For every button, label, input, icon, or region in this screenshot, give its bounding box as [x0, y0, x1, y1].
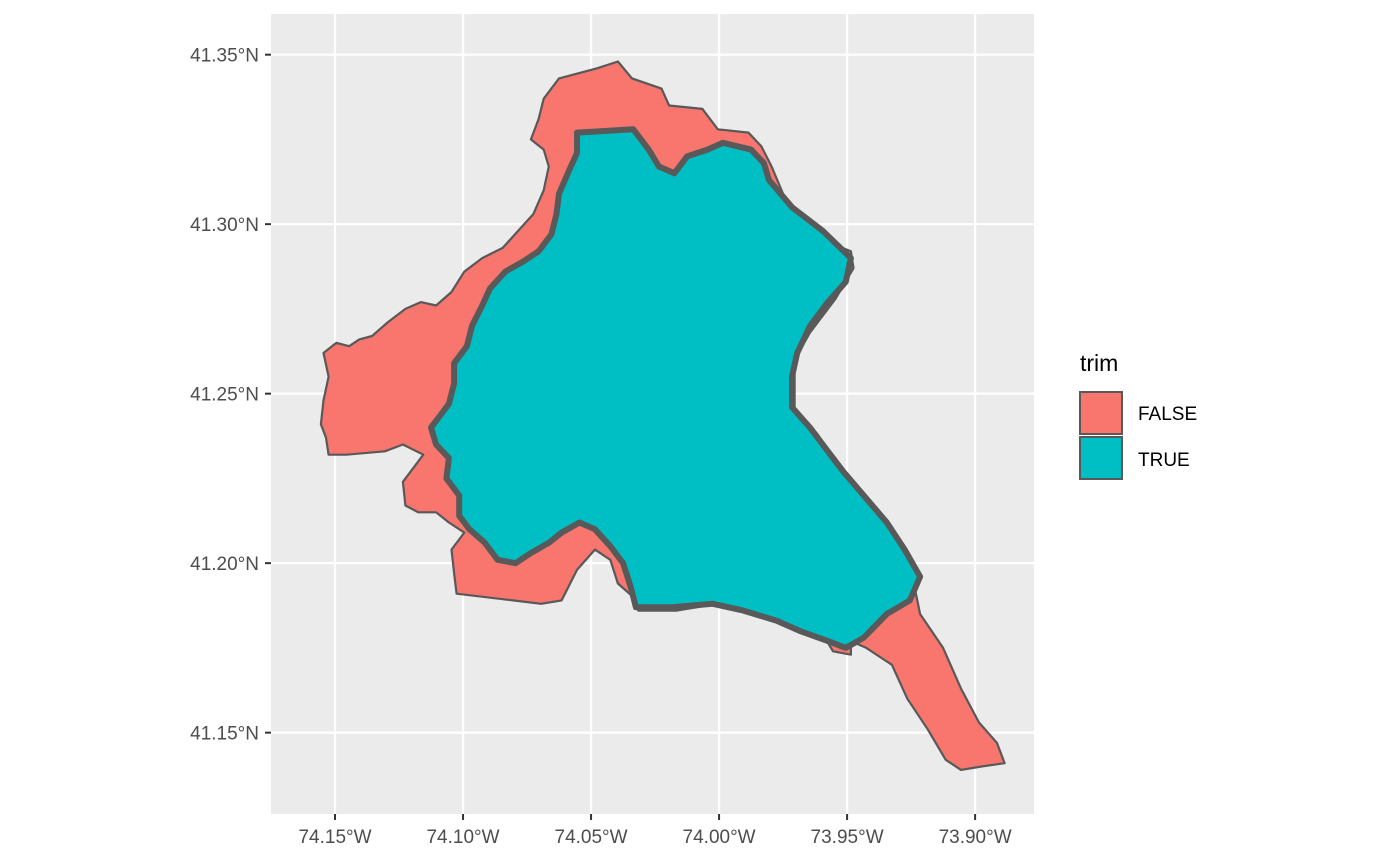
y-axis: 41.15°N 41.20°N 41.25°N 41.30°N 41.35°N	[190, 46, 271, 745]
xtick-label-5: 73.90°W	[939, 827, 1012, 848]
ytick-label-1: 41.20°N	[190, 554, 259, 575]
ytick-label-0: 41.15°N	[190, 724, 259, 745]
legend-label-false: FALSE	[1138, 404, 1197, 425]
xtick-label-2: 74.05°W	[555, 827, 628, 848]
legend-key-true	[1080, 437, 1122, 479]
legend-title: trim	[1080, 350, 1118, 376]
ytick-label-3: 41.30°N	[190, 215, 259, 236]
x-axis: 74.15°W 74.10°W 74.05°W 74.00°W 73.95°W 73.90…	[298, 814, 1011, 848]
legend: trim FALSE TRUE	[1080, 350, 1197, 479]
ytick-label-2: 41.25°N	[190, 385, 259, 406]
xtick-label-0: 74.15°W	[298, 827, 371, 848]
xtick-label-4: 73.95°W	[811, 827, 884, 848]
legend-label-true: TRUE	[1138, 450, 1190, 471]
xtick-label-3: 74.00°W	[683, 827, 756, 848]
ytick-label-4: 41.35°N	[190, 46, 259, 67]
xtick-label-1: 74.10°W	[426, 827, 499, 848]
legend-key-false	[1080, 392, 1122, 434]
